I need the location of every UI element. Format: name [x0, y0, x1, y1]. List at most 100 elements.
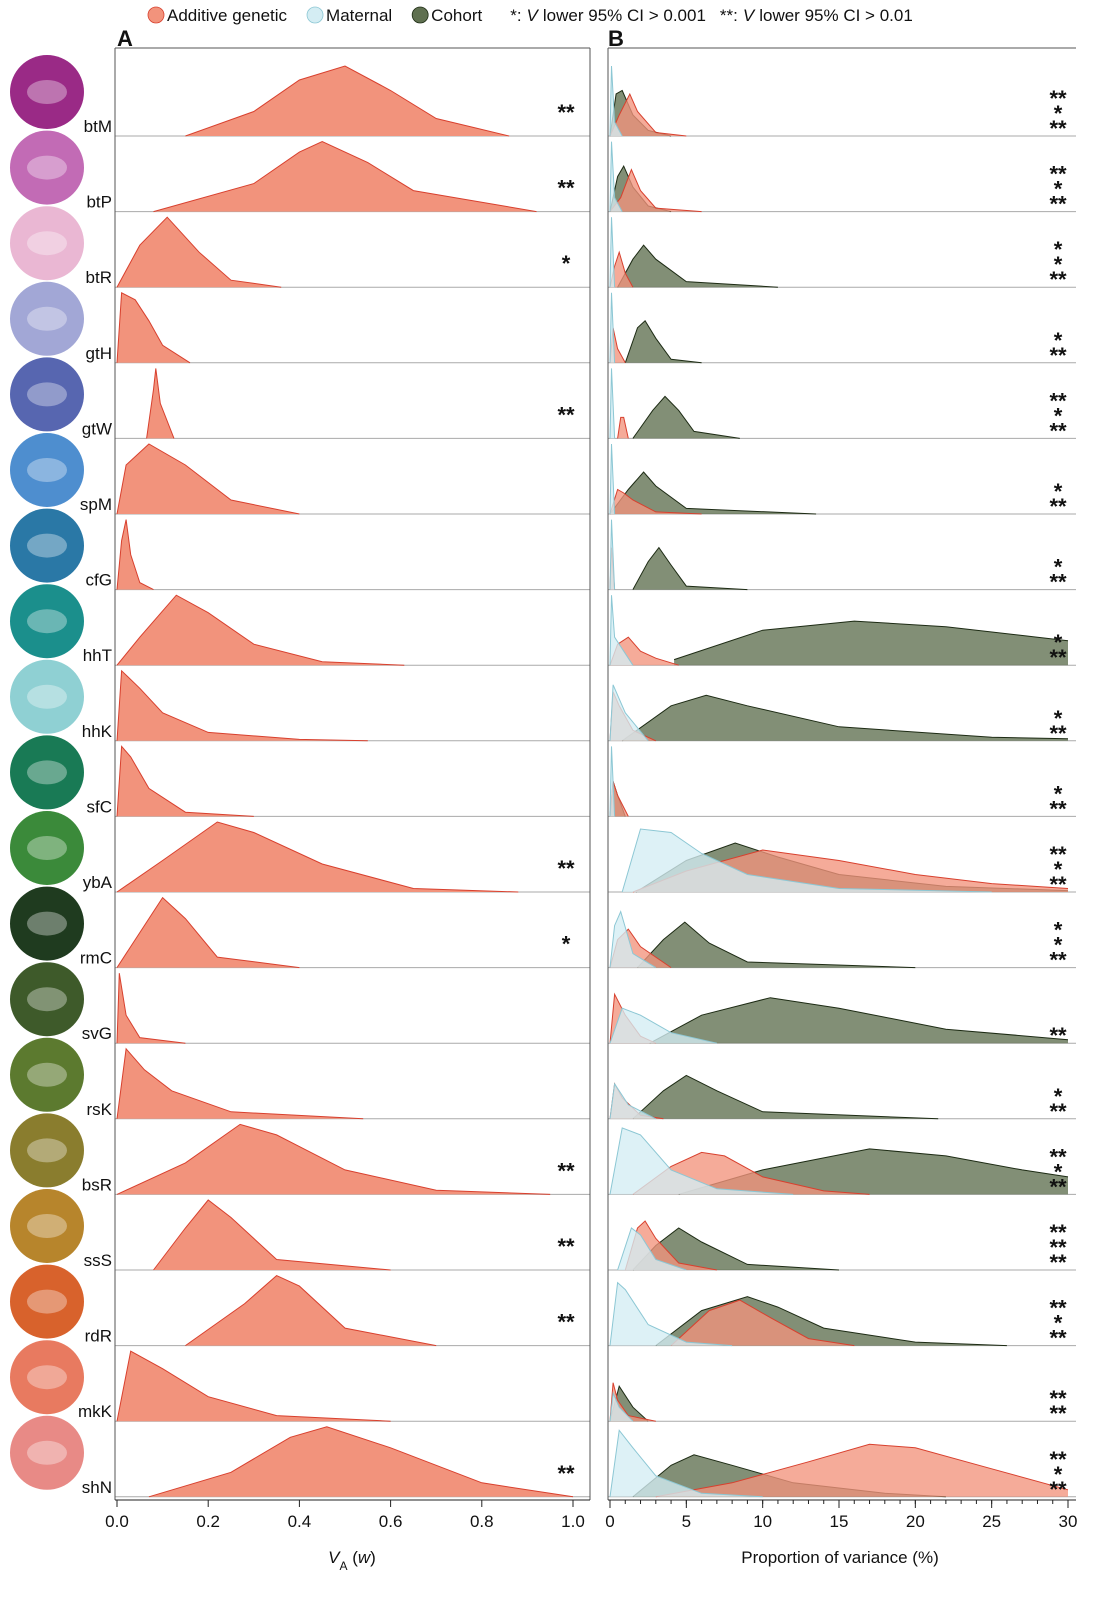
- density-curve: [609, 92, 687, 137]
- significance: **: [1049, 343, 1067, 368]
- density-fill: [610, 252, 633, 288]
- species-label: cfG: [86, 571, 112, 590]
- density-curve: [609, 684, 649, 742]
- density-fill: [610, 169, 702, 212]
- animal-silhouette: [27, 80, 67, 104]
- density-fill: [625, 320, 702, 363]
- density-fill: [655, 1444, 1068, 1497]
- density-fill: [185, 66, 510, 136]
- significance: **: [1049, 1099, 1067, 1124]
- panel-b-row: [609, 519, 748, 591]
- significance: **: [1049, 1326, 1067, 1351]
- density-fill: [185, 1275, 437, 1346]
- animal-silhouette: [27, 1365, 67, 1390]
- significance: *: [562, 932, 571, 957]
- density-curve: [116, 896, 300, 969]
- density-curve: [609, 1391, 634, 1422]
- animal-silhouette: [27, 1440, 67, 1465]
- significance: **: [1049, 1401, 1067, 1426]
- density-fill: [610, 1430, 763, 1497]
- species-icon: [10, 433, 84, 507]
- legend-swatch: [147, 6, 165, 24]
- density-curve: [116, 1047, 364, 1120]
- density-fill: [117, 1124, 551, 1195]
- density-curve: [185, 1275, 437, 1347]
- axis-title-part: w: [358, 1548, 372, 1567]
- animal-silhouette: [27, 306, 67, 331]
- significance: *: [1054, 237, 1063, 262]
- density-curve: [621, 694, 1069, 742]
- species-label: shN: [82, 1478, 112, 1497]
- animal-silhouette: [27, 231, 67, 256]
- panel-b-row: [609, 368, 740, 439]
- species-label: btR: [86, 268, 112, 287]
- panel-b-row: [609, 141, 702, 213]
- axis-title-part: A: [339, 1559, 347, 1573]
- panel-b-row: [609, 1429, 1069, 1498]
- significance: **: [1049, 570, 1067, 595]
- species-label: spM: [80, 495, 112, 514]
- species-icon: [10, 206, 84, 281]
- panel-b-row: [609, 1074, 939, 1120]
- density-fill: [617, 245, 778, 288]
- density-fill: [610, 94, 687, 136]
- density-fill: [610, 489, 702, 514]
- species-label: rmC: [80, 949, 112, 968]
- density-curve: [609, 368, 616, 439]
- x-tick-label: 0.0: [105, 1512, 129, 1531]
- animal-silhouette: [27, 1062, 67, 1087]
- density-fill: [117, 1048, 364, 1119]
- species-label: rsK: [87, 1100, 113, 1119]
- species-label: ssS: [84, 1251, 112, 1270]
- significance: **: [1049, 388, 1067, 413]
- significance: **: [557, 1234, 575, 1259]
- x-tick-label: 0.6: [379, 1512, 403, 1531]
- animal-silhouette: [27, 533, 67, 558]
- density-fill: [610, 595, 633, 666]
- species-icon: [10, 811, 84, 885]
- significance: **: [1049, 1447, 1067, 1472]
- density-fill: [610, 1282, 733, 1346]
- density-curve: [116, 292, 191, 364]
- density-fill: [117, 292, 190, 363]
- significance: **: [557, 1310, 575, 1335]
- species-icon: [10, 962, 84, 1037]
- density-curve: [655, 1296, 1007, 1347]
- density-curve: [624, 320, 702, 364]
- x-tick-label: 25: [982, 1512, 1001, 1531]
- x-tick-label: 5: [682, 1512, 691, 1531]
- density-fill: [610, 66, 623, 136]
- significance: **: [1049, 192, 1067, 217]
- density-curve: [609, 292, 616, 363]
- significance: **: [1049, 1250, 1067, 1275]
- density-curve: [609, 1007, 718, 1044]
- significance: *: [1054, 630, 1063, 655]
- density-curve: [632, 395, 740, 439]
- significance: *: [1054, 403, 1063, 428]
- axis-title-part: ): [370, 1548, 376, 1567]
- species-label: bsR: [82, 1175, 112, 1194]
- density-curve: [670, 1299, 855, 1347]
- significance: **: [1049, 1144, 1067, 1169]
- species-label: hhK: [82, 722, 113, 741]
- legend-label: Additive genetic: [167, 6, 288, 25]
- animal-silhouette: [27, 458, 67, 482]
- density-fill: [610, 1083, 656, 1119]
- species-label: svG: [82, 1024, 112, 1043]
- significance: **: [1049, 1174, 1067, 1199]
- density-curve: [116, 594, 405, 666]
- species-label: gtW: [82, 419, 112, 438]
- density-curve: [116, 745, 254, 817]
- significance: **: [557, 176, 575, 201]
- density-curve: [609, 168, 702, 213]
- x-tick-label: 0: [605, 1512, 614, 1531]
- legend-swatch: [306, 6, 324, 24]
- density-fill: [117, 670, 368, 741]
- density-fill: [610, 1127, 794, 1195]
- significance: **: [1049, 721, 1067, 746]
- animal-silhouette: [27, 987, 67, 1012]
- species-icon: [10, 508, 84, 583]
- density-fill: [153, 141, 537, 212]
